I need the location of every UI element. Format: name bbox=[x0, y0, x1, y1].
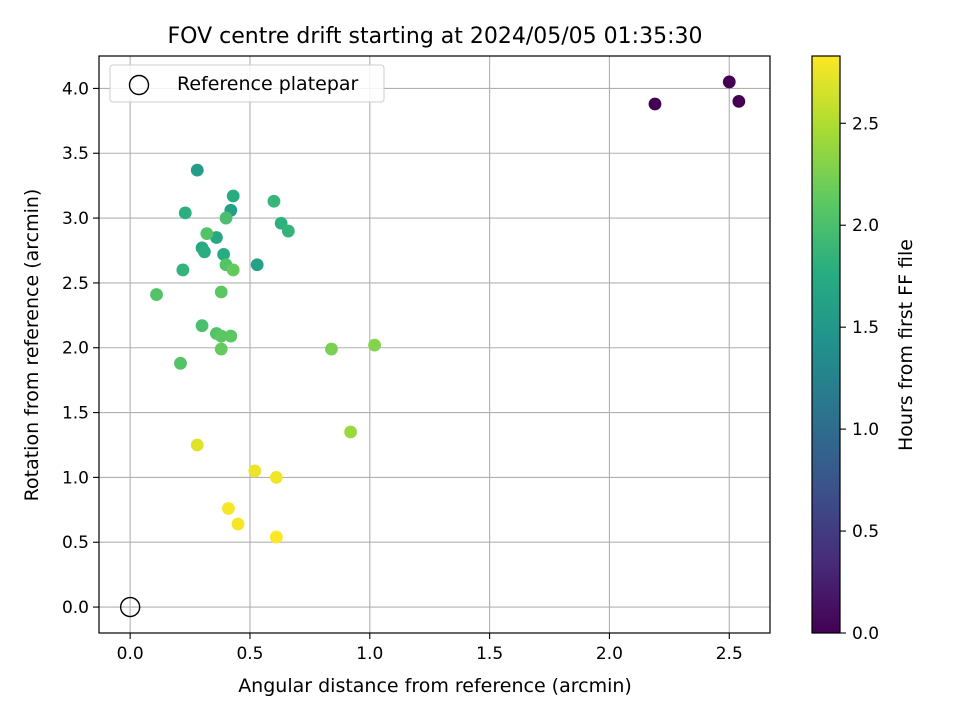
legend: Reference platepar bbox=[109, 64, 385, 103]
data-point bbox=[219, 211, 233, 225]
plot-background bbox=[99, 56, 770, 633]
data-point bbox=[176, 263, 190, 277]
data-point bbox=[648, 97, 662, 111]
legend-box bbox=[109, 64, 385, 103]
reference-point-marker bbox=[119, 596, 141, 618]
y-tick-label: 2.5 bbox=[62, 274, 89, 294]
plot-area: 0.0 0.5 1.0 1.5 2.0 2.5 0.0 0.5 1.0 1.5 2.0 2.5 3.0… bbox=[62, 55, 771, 664]
data-point bbox=[344, 425, 358, 439]
y-tick-label: 4.0 bbox=[62, 79, 89, 99]
x-axis-ticks: 0.0 0.5 1.0 1.5 2.0 2.5 bbox=[117, 633, 743, 664]
reference-point-group bbox=[119, 596, 141, 618]
colorbar-tick-label: 0.5 bbox=[852, 522, 879, 542]
colorbar-tick-label: 1.0 bbox=[852, 420, 879, 440]
data-point bbox=[190, 438, 204, 452]
data-point bbox=[250, 258, 264, 272]
data-point bbox=[200, 227, 214, 241]
data-point bbox=[231, 517, 245, 531]
data-point bbox=[732, 94, 746, 108]
colorbar-tick-label: 1.5 bbox=[852, 318, 879, 338]
y-tick-label: 2.0 bbox=[62, 339, 89, 359]
y-tick-label: 0.5 bbox=[62, 533, 89, 553]
x-tick-label: 1.0 bbox=[356, 644, 383, 664]
y-tick-label: 3.0 bbox=[62, 209, 89, 229]
data-point bbox=[195, 319, 209, 333]
data-point bbox=[210, 231, 223, 244]
data-point bbox=[226, 189, 240, 203]
data-point bbox=[325, 342, 338, 356]
colorbar-label: Hours from first FF file bbox=[895, 239, 917, 451]
x-axis-label: Angular distance from reference (arcmin) bbox=[238, 675, 632, 697]
data-point bbox=[722, 75, 736, 89]
legend-label-reference-platepar: Reference platepar bbox=[177, 73, 359, 95]
colorbar-frame bbox=[811, 55, 841, 634]
data-point bbox=[224, 329, 238, 343]
data-points bbox=[150, 75, 746, 544]
data-point bbox=[190, 163, 204, 177]
data-point bbox=[368, 338, 381, 352]
chart-title: FOV centre drift starting at 2024/05/05 … bbox=[168, 24, 703, 49]
colorbar-gradient bbox=[812, 56, 840, 633]
y-axis-ticks: 0.0 0.5 1.0 1.5 2.0 2.5 3.0 3.5 4.0 bbox=[62, 79, 99, 618]
x-tick-label: 2.5 bbox=[716, 644, 743, 664]
colorbar-tick-label: 2.0 bbox=[852, 216, 879, 236]
colorbar-tick-label: 0.0 bbox=[852, 624, 879, 644]
data-point bbox=[269, 530, 283, 544]
y-tick-label: 1.5 bbox=[62, 404, 89, 424]
data-point bbox=[150, 288, 163, 301]
x-tick-label: 2.0 bbox=[596, 644, 623, 664]
data-point bbox=[174, 356, 187, 370]
y-tick-label: 3.5 bbox=[62, 144, 89, 164]
data-point bbox=[281, 224, 295, 238]
data-point bbox=[214, 285, 228, 299]
x-tick-label: 1.5 bbox=[476, 644, 503, 664]
x-tick-label: 0.5 bbox=[236, 644, 263, 664]
data-point bbox=[214, 342, 228, 356]
y-axis-label: Rotation from reference (arcmin) bbox=[21, 189, 43, 502]
data-point bbox=[269, 471, 283, 484]
data-point bbox=[214, 329, 228, 343]
data-point bbox=[217, 247, 231, 261]
colorbar: 0.0 0.5 1.0 1.5 2.0 2.5 Hours from first FF f… bbox=[811, 55, 917, 644]
grid-y bbox=[99, 87, 770, 608]
x-tick-label: 0.0 bbox=[117, 644, 144, 664]
data-point bbox=[222, 502, 235, 515]
colorbar-ticks: 0.0 0.5 1.0 1.5 2.0 2.5 bbox=[840, 114, 879, 644]
y-tick-label: 1.0 bbox=[62, 468, 89, 488]
data-point bbox=[226, 263, 240, 277]
data-point bbox=[267, 194, 281, 208]
legend-marker-open-circle bbox=[128, 74, 150, 96]
data-point bbox=[178, 206, 192, 220]
y-tick-label: 0.0 bbox=[62, 598, 89, 618]
data-point bbox=[248, 464, 262, 478]
colorbar-tick-label: 2.5 bbox=[852, 114, 879, 134]
plot-frame bbox=[98, 55, 771, 634]
data-point bbox=[198, 245, 211, 259]
